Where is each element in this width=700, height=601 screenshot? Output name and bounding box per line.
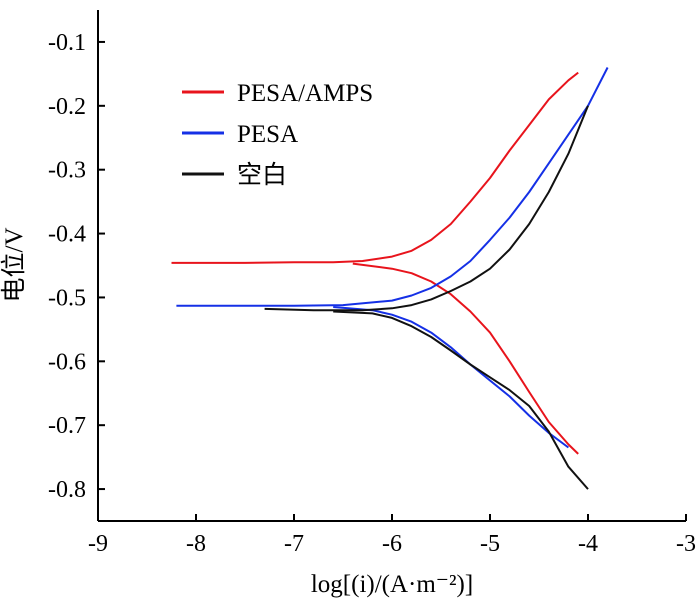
y-tick-label: -0.1 (48, 30, 86, 56)
y-ticks: -0.1 -0.2 -0.3 -0.4 -0.5 -0.6 -0.7 -0.8 (48, 30, 105, 503)
y-tick-label: -0.2 (48, 94, 86, 120)
x-tick-label: -3 (676, 531, 696, 557)
y-tick-label: -0.4 (48, 222, 86, 248)
y-tick-label: -0.5 (48, 285, 86, 311)
series-pesa-cathodic-line (333, 306, 569, 449)
curves (171, 67, 609, 490)
legend-label-pesa: PESA (237, 121, 298, 148)
x-tick-label: -5 (480, 531, 500, 557)
y-tick-label: -0.3 (48, 158, 86, 184)
legend-label-pesa-amps: PESA/AMPS (237, 80, 373, 107)
series-pesa-anodic-line (176, 67, 609, 307)
x-tick-label: -8 (186, 531, 206, 557)
series-pesa-amps-cathodic-line (352, 262, 579, 455)
x-tick-label: -4 (578, 531, 598, 557)
x-tick-label: -9 (88, 531, 108, 557)
series-blank-anodic-line (264, 105, 589, 312)
series-pesa-amps-anodic-line (171, 71, 579, 264)
y-tick-label: -0.7 (48, 413, 86, 439)
series-blank-cathodic-line (333, 310, 589, 490)
y-tick-label: -0.8 (48, 477, 86, 503)
y-tick-label: -0.6 (48, 349, 86, 375)
legend: PESA/AMPS PESA 空白 (182, 80, 373, 189)
y-axis-title: 电位/V (0, 227, 28, 302)
x-ticks: -9 -8 -7 -6 -5 -4 -3 (88, 514, 696, 557)
x-tick-label: -6 (382, 531, 402, 557)
x-axis-title: log[(i)/(A·m⁻²)] (311, 571, 473, 598)
x-tick-label: -7 (284, 531, 304, 557)
legend-label-blank: 空白 (237, 161, 287, 189)
